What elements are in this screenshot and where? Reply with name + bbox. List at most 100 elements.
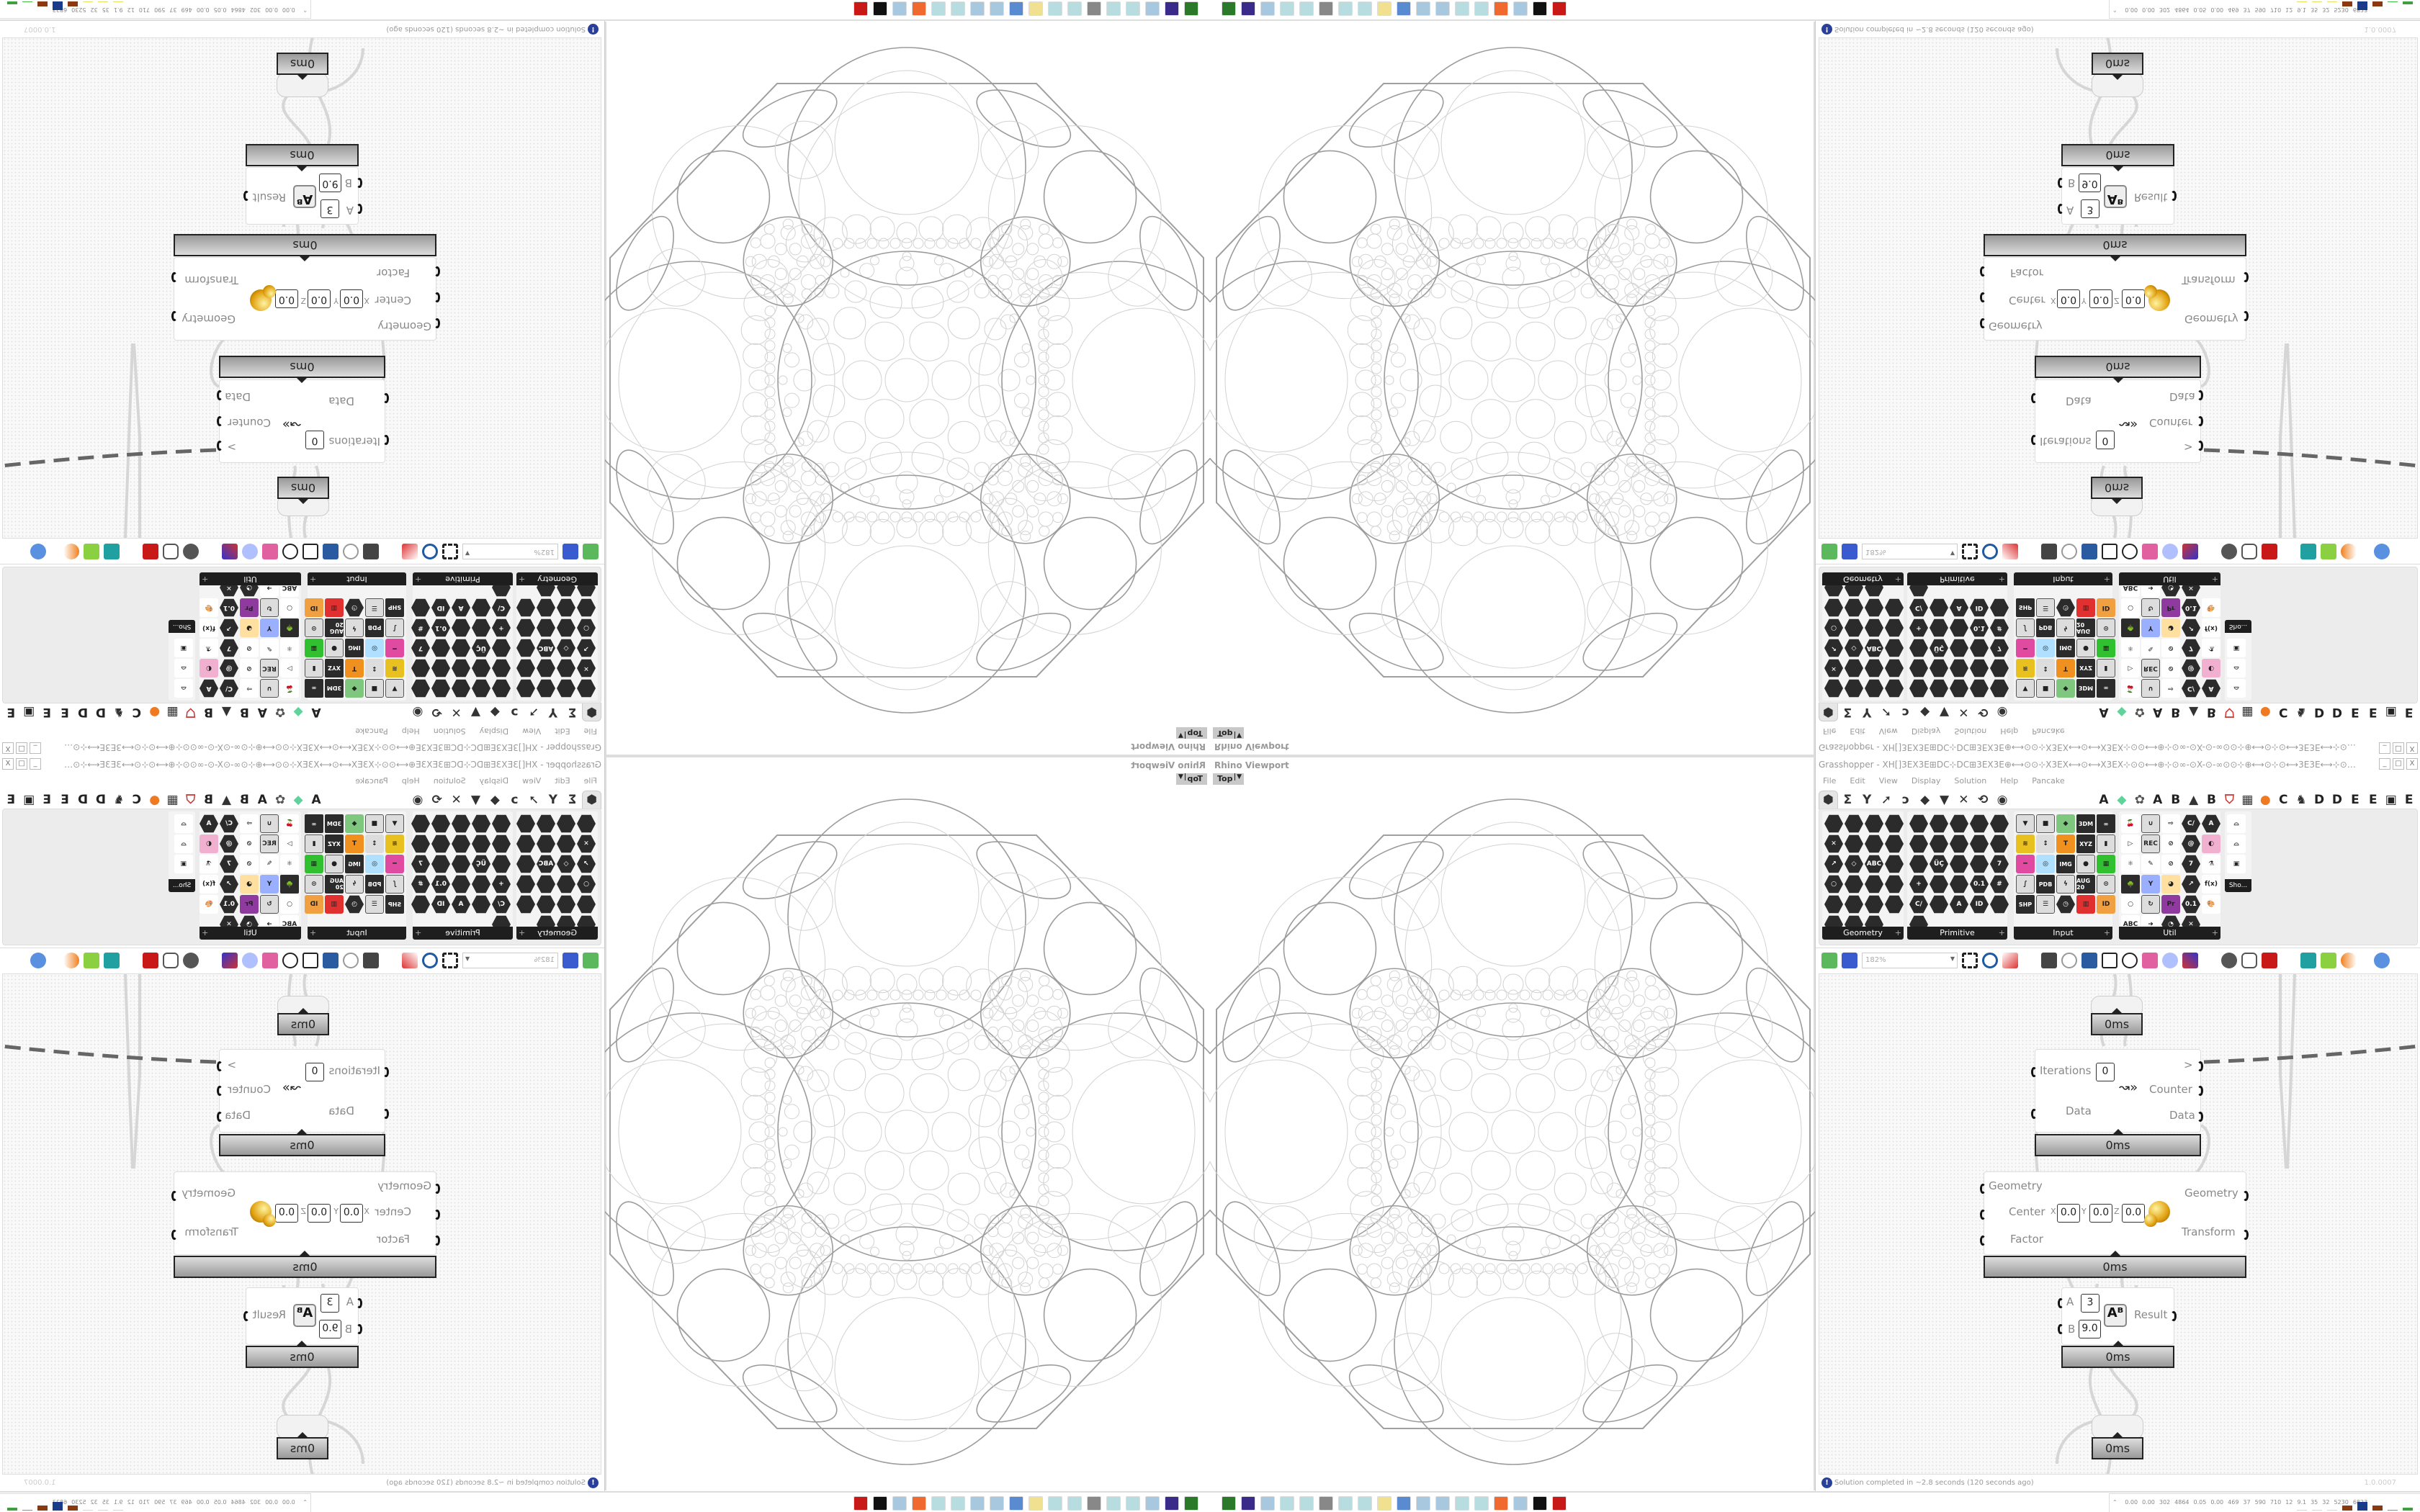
component-icon[interactable]: ⊘ [2161, 855, 2180, 873]
component-icon[interactable] [1990, 659, 2009, 678]
component-icon[interactable]: Y [2141, 618, 2160, 637]
center-x-value[interactable]: 0.0 [2057, 289, 2080, 308]
new-file-icon[interactable] [1821, 544, 1837, 560]
component-icon[interactable]: SHP [2016, 598, 2035, 617]
component-icon[interactable]: @ [220, 659, 238, 678]
component-icon[interactable] [516, 659, 535, 678]
component-icon[interactable] [1865, 875, 1883, 894]
search-icon[interactable] [2122, 544, 2138, 560]
input-port[interactable] [434, 1210, 440, 1220]
preview-eye-icon[interactable] [422, 544, 438, 560]
menu-help[interactable]: Help [401, 726, 420, 736]
zoom-input[interactable]: 182% ▼ [1862, 952, 1958, 968]
component-icon[interactable] [1845, 814, 1863, 833]
notepad-icon[interactable] [931, 1, 946, 16]
preview-eye-icon[interactable] [1982, 952, 1998, 968]
output-port[interactable] [2197, 1061, 2203, 1071]
component-icon[interactable]: ▣ [174, 855, 193, 873]
component-icon[interactable] [1930, 679, 1948, 698]
component-icon[interactable] [452, 875, 470, 894]
output-port[interactable] [243, 191, 249, 201]
menu-pancake[interactable]: Pancake [355, 776, 388, 786]
notepad-icon[interactable] [1435, 1, 1450, 16]
wireframe-icon[interactable] [163, 952, 179, 968]
component-icon[interactable]: + [1909, 618, 1928, 637]
at-icon[interactable] [2061, 544, 2077, 560]
component-icon[interactable]: C/ [220, 679, 238, 698]
component-icon[interactable]: REC [260, 659, 279, 678]
component-icon[interactable]: 0.1 [1970, 875, 1989, 894]
plugin-c-icon[interactable]: C [132, 705, 142, 719]
component-icon[interactable]: ↻ [260, 598, 279, 617]
component-icon[interactable]: ⚛ [280, 855, 299, 873]
component-icon[interactable] [1990, 598, 2009, 617]
notepad-icon[interactable] [990, 1, 1004, 16]
shield-icon[interactable]: ⛉ [2225, 705, 2234, 719]
view-dropdown[interactable]: Top ▼ [1213, 727, 1244, 739]
b-value[interactable]: 9.0 [319, 174, 341, 192]
package-icon[interactable] [2142, 952, 2158, 968]
params-hex-icon[interactable]: ⬢ [582, 703, 601, 721]
loop-start-component[interactable]: Iterations 0 Data > Counter Data ↝» [2031, 1049, 2203, 1133]
input-port[interactable] [2058, 204, 2063, 214]
input-port[interactable] [1980, 292, 1986, 302]
component-icon[interactable]: ≋ [385, 659, 404, 678]
package-icon[interactable] [262, 952, 278, 968]
component-icon[interactable]: ● [2076, 855, 2095, 873]
dotted-square-icon[interactable]: ▣ [23, 793, 35, 807]
component-icon[interactable]: ≋ [385, 834, 404, 853]
input-port[interactable] [2058, 1324, 2063, 1334]
component-icon[interactable] [537, 598, 555, 617]
red-app-icon[interactable] [853, 1, 868, 16]
component-icon[interactable]: ◇ [1845, 855, 1863, 873]
plugin-b2-icon[interactable]: B [2207, 793, 2216, 807]
panel-label[interactable]: Geometry + [516, 572, 598, 585]
maximize-button[interactable]: □ [2393, 758, 2404, 770]
component-icon[interactable]: ↗ [2182, 875, 2200, 894]
close-button[interactable]: X [2406, 758, 2418, 770]
output-port[interactable] [217, 1112, 223, 1122]
close-button[interactable]: X [2, 742, 14, 754]
output-port[interactable] [2171, 1311, 2177, 1321]
component-icon[interactable]: ∞ [2097, 679, 2115, 698]
component-icon[interactable] [431, 679, 450, 698]
menu-edit[interactable]: Edit [1850, 776, 1865, 786]
component-icon[interactable]: PDB [365, 875, 384, 894]
component-icon[interactable] [1865, 659, 1883, 678]
component-icon[interactable]: 🎨 [200, 598, 218, 617]
component-icon[interactable] [1824, 895, 1843, 914]
component-icon[interactable] [557, 875, 575, 894]
rhino-viewport[interactable]: Rhino Viewport Top ▼ [605, 756, 1210, 1490]
b-value[interactable]: 9.0 [2079, 174, 2101, 192]
orange-circle-icon[interactable]: ● [2259, 705, 2271, 719]
component-icon[interactable]: ↗ [220, 875, 238, 894]
component-icon[interactable]: ◕ [2161, 618, 2180, 637]
component-icon[interactable]: ○ [2121, 598, 2140, 617]
panel-label[interactable]: Primitive + [1907, 927, 2007, 940]
sketch-icon[interactable] [402, 544, 418, 560]
component-icon[interactable]: ⌓ [2227, 659, 2246, 678]
menu-file[interactable]: File [583, 776, 597, 786]
component-icon[interactable] [431, 855, 450, 873]
rooster-icon[interactable]: ♞ [113, 705, 125, 719]
floppy-icon[interactable] [1165, 1496, 1179, 1511]
zoom-input[interactable]: 182% ▼ [462, 544, 558, 560]
curve-icon[interactable]: ↄ [1901, 705, 1909, 719]
output-port[interactable] [2243, 1191, 2249, 1201]
rhino-viewport[interactable]: Rhino Viewport Top ▼ [1210, 22, 1815, 756]
component-icon[interactable] [411, 814, 430, 833]
plugin-e-icon[interactable]: E [60, 793, 69, 807]
grasshopper-canvas[interactable]: 0ms Iterations 0 Data > Counter Data ↝» … [2, 973, 601, 1475]
component-icon[interactable]: @ [220, 834, 238, 853]
plugin-a2-icon[interactable]: A [2153, 705, 2163, 719]
plugin-e3-icon[interactable]: E [2404, 793, 2414, 807]
monitor-icon[interactable] [1087, 1, 1101, 16]
component-icon[interactable] [492, 639, 511, 657]
notepad-icon[interactable] [1299, 1, 1314, 16]
green-shape-icon[interactable] [2321, 952, 2336, 968]
menu-edit[interactable]: Edit [555, 726, 570, 736]
shield-icon[interactable]: ⛉ [2225, 793, 2234, 807]
component-icon[interactable]: ∞ [2097, 814, 2115, 833]
notepad-icon[interactable] [1358, 1496, 1372, 1511]
component-icon[interactable] [557, 679, 575, 698]
